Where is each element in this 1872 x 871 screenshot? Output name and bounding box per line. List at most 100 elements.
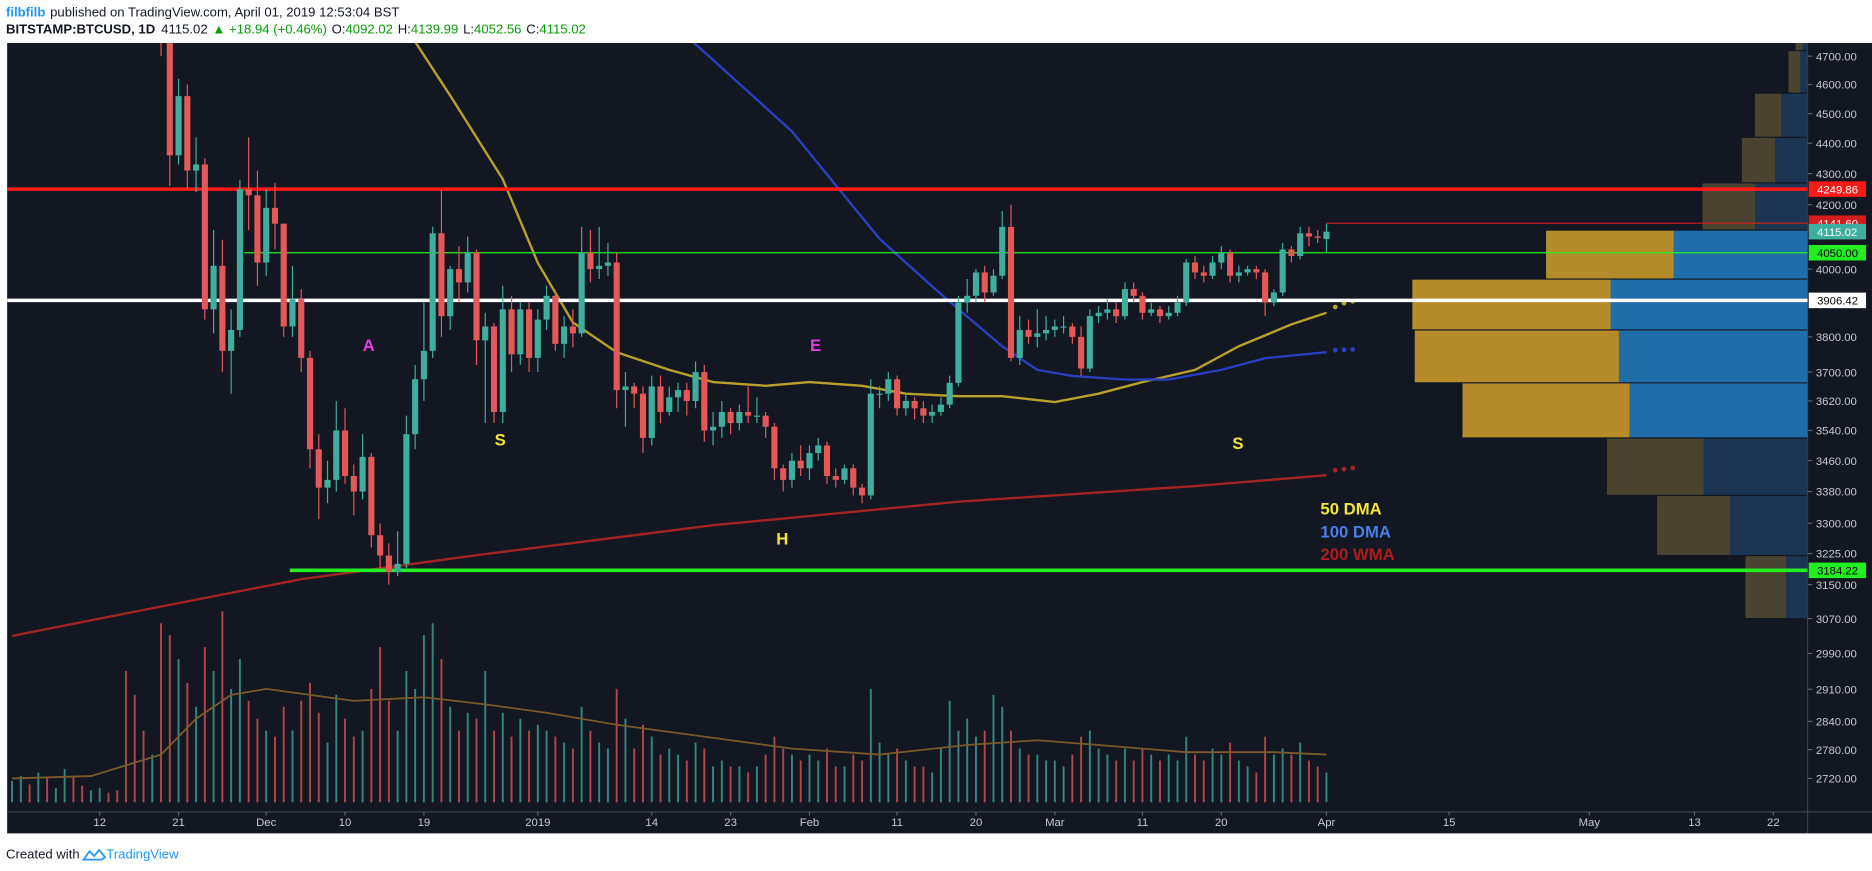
- candle-body: [604, 262, 611, 266]
- candle-body: [1297, 233, 1304, 256]
- y-tick-label: 2720.00: [1816, 774, 1857, 786]
- volume-bar: [1325, 772, 1328, 803]
- volume-bar: [1211, 748, 1214, 803]
- volume-bar: [1176, 760, 1179, 803]
- volume-bar: [755, 766, 758, 803]
- x-tick-label: 10: [339, 817, 352, 829]
- candle-body: [902, 400, 909, 409]
- volume-bar: [624, 718, 627, 803]
- volume-bar: [528, 730, 531, 803]
- volume-bar: [37, 772, 40, 803]
- level-label: 3906.42: [1817, 296, 1858, 308]
- candle-body: [228, 329, 235, 351]
- candle-body: [1016, 329, 1023, 358]
- volume-bar: [703, 748, 706, 803]
- level-label: 4050.00: [1817, 248, 1858, 260]
- candle-body: [455, 269, 463, 283]
- candle-body: [578, 252, 585, 334]
- candle-body: [552, 295, 559, 344]
- candle-body: [1279, 249, 1286, 293]
- candle-body: [753, 415, 760, 417]
- candle-body: [525, 309, 533, 358]
- annotation: A: [363, 336, 375, 355]
- candle-body: [341, 430, 349, 477]
- candle-body: [850, 468, 857, 488]
- candle-body: [499, 309, 506, 412]
- volume-bar: [650, 736, 653, 803]
- volume-bar: [19, 776, 22, 803]
- profile-down: [1786, 556, 1808, 618]
- candle-body: [797, 460, 804, 469]
- candle-body: [1060, 326, 1067, 328]
- volume-bar: [195, 706, 198, 803]
- candle-body: [657, 386, 664, 412]
- volume-bar: [405, 670, 408, 803]
- candle-body: [692, 372, 699, 401]
- change: ▲ +18.94 (+0.46%): [212, 21, 326, 36]
- y-tick-label: 3620.00: [1816, 396, 1857, 408]
- y-tick-label: 3800.00: [1816, 332, 1857, 344]
- volume-bar: [799, 760, 802, 803]
- profile-up: [1606, 438, 1704, 495]
- candle-body: [350, 476, 357, 492]
- volume-bar: [1264, 736, 1267, 803]
- level-label-box: [1808, 292, 1867, 309]
- candle-body: [718, 411, 725, 427]
- candle-body: [1025, 329, 1032, 337]
- chart-background: [7, 43, 1872, 834]
- candle-body: [210, 265, 217, 310]
- profile-up: [1414, 330, 1619, 383]
- volume-bar: [878, 742, 881, 803]
- volume-bar: [1027, 754, 1030, 803]
- candle-body: [972, 272, 980, 296]
- volume-bar: [817, 760, 820, 803]
- volume-bar: [782, 748, 785, 803]
- volume-bar: [1080, 736, 1083, 803]
- volume-bar: [98, 787, 101, 803]
- volume-bar: [1115, 760, 1118, 803]
- volume-bar: [642, 724, 644, 803]
- candle-body: [166, 43, 173, 156]
- profile-down: [1729, 496, 1808, 555]
- candle-body: [762, 415, 769, 427]
- candle-body: [473, 252, 480, 341]
- header-line-2: BITSTAMP:BTCUSD, 1D 4115.02 ▲ +18.94 (+0.4…: [6, 21, 586, 36]
- volume-bar: [493, 730, 495, 803]
- volume-bar: [896, 748, 899, 803]
- open: 4092.02: [345, 21, 392, 36]
- profile-up: [1702, 183, 1755, 230]
- candle-body: [1086, 316, 1093, 369]
- volume-bar: [484, 670, 487, 803]
- volume-bar: [1272, 754, 1275, 803]
- volume-bar: [510, 736, 513, 803]
- x-tick-label: 13: [1688, 817, 1701, 829]
- volume-bar: [1246, 766, 1249, 803]
- candle-body: [534, 319, 541, 358]
- candle-body: [236, 189, 243, 330]
- volume-bar: [957, 730, 960, 803]
- volume-bar: [545, 730, 548, 803]
- volume-bar: [1097, 748, 1100, 803]
- candle-body: [1139, 295, 1146, 313]
- candle-body: [193, 164, 200, 171]
- candle-body: [920, 408, 927, 416]
- candle-body: [788, 460, 796, 480]
- volume-bar: [28, 784, 31, 803]
- volume-bar: [282, 706, 285, 803]
- volume-bar: [1167, 754, 1170, 803]
- volume-bar: [992, 694, 995, 803]
- volume-bar: [458, 730, 460, 803]
- y-tick-label: 2910.00: [1816, 684, 1857, 696]
- candle-body: [832, 476, 839, 480]
- candle-body: [1270, 292, 1277, 303]
- volume-bar: [747, 772, 750, 803]
- volume-bar: [563, 742, 566, 803]
- candle-body: [280, 223, 287, 327]
- candle-body: [359, 456, 366, 492]
- candle-body: [438, 233, 445, 317]
- volume-bar: [939, 748, 942, 803]
- y-tick-label: 3225.00: [1816, 549, 1857, 561]
- volume-bar: [46, 778, 49, 803]
- profile-up: [1741, 137, 1776, 183]
- volume-bar: [335, 694, 338, 803]
